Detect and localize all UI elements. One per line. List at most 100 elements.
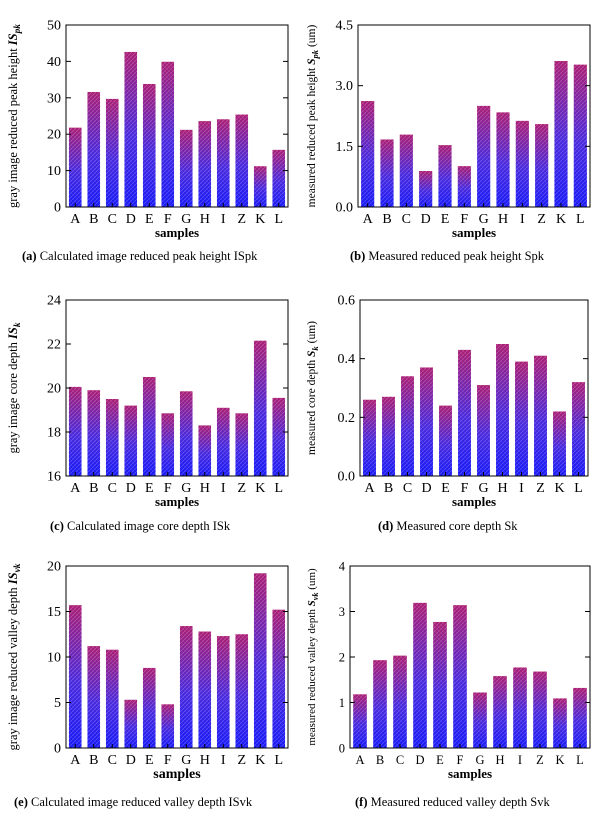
bar-hatch-B <box>87 390 101 476</box>
bar-hatch-F <box>161 61 175 207</box>
x-tick-label-H: H <box>498 212 508 227</box>
x-tick-label-B: B <box>89 212 98 227</box>
bar-hatch-L <box>272 609 286 748</box>
x-tick-label-A: A <box>355 753 364 767</box>
x-tick-label-D: D <box>421 212 431 227</box>
x-tick-label-L: L <box>274 212 283 227</box>
bar-hatch-L <box>573 64 587 207</box>
bar-hatch-A <box>353 694 367 748</box>
bar-hatch-I <box>515 120 529 207</box>
bar-hatch-G <box>477 385 490 476</box>
y-tick-label: 10 <box>47 164 61 179</box>
bar-hatch-A <box>361 101 375 207</box>
x-tick-label-F: F <box>164 212 172 227</box>
x-tick-label-F: F <box>164 481 172 496</box>
bar-hatch-K <box>253 340 267 476</box>
bar-hatch-A <box>68 127 82 207</box>
bar-hatch-Z <box>235 413 249 476</box>
bar-hatch-E <box>142 377 156 476</box>
bar-hatch-G <box>477 105 491 207</box>
bar-hatch-C <box>105 649 119 748</box>
bar-hatch-G <box>179 626 193 748</box>
y-tick-label: 0.4 <box>338 352 356 367</box>
x-tick-label-G: G <box>478 481 488 496</box>
caption-c: (c) Calculated image core depth ISk <box>50 519 230 534</box>
caption-f-text: Measured reduced valley depth Svk <box>367 795 550 809</box>
x-tick-label-L: L <box>576 753 584 767</box>
y-tick-label: 3 <box>339 605 345 619</box>
caption-a: (a) Calculated image reduced peak height… <box>22 249 257 264</box>
bar-hatch-D <box>124 405 138 476</box>
bar-hatch-L <box>272 397 286 476</box>
caption-e: (e) Calculated image reduced valley dept… <box>14 795 252 810</box>
y-tick-label: 22 <box>47 338 61 353</box>
bar-hatch-I <box>513 667 527 748</box>
x-tick-label-C: C <box>402 212 411 227</box>
bar-hatch-E <box>142 83 156 207</box>
caption-b-tag: (b) <box>350 249 366 263</box>
bar-hatch-H <box>493 676 507 748</box>
y-tick-label: 0 <box>54 201 61 216</box>
y-tick-label: 0.0 <box>336 201 354 216</box>
bar-hatch-L <box>573 687 587 748</box>
caption-a-tag: (a) <box>22 249 37 263</box>
y-tick-label: 16 <box>47 470 61 485</box>
x-axis-label: samples <box>153 767 201 782</box>
x-tick-label-B: B <box>384 481 393 496</box>
bar-hatch-K <box>253 166 267 207</box>
y-axis-label: gray image core depth ISk <box>6 322 23 453</box>
plot-frame <box>357 24 591 208</box>
caption-c-text: Calculated image core depth ISk <box>63 519 231 533</box>
bar-hatch-E <box>438 145 452 207</box>
y-tick-label: 0.6 <box>338 294 356 309</box>
x-tick-label-G: G <box>181 212 191 227</box>
x-tick-label-Z: Z <box>237 212 246 227</box>
x-tick-label-H: H <box>200 753 210 768</box>
x-tick-label-L: L <box>576 212 585 227</box>
x-tick-label-I: I <box>221 212 226 227</box>
bar-hatch-A <box>68 605 82 748</box>
y-tick-label: 4.5 <box>336 19 354 34</box>
x-tick-label-L: L <box>274 481 283 496</box>
caption-e-tag: (e) <box>14 795 28 809</box>
y-axis-label: measured reduced peak height Spk (um) <box>306 24 320 207</box>
x-tick-label-K: K <box>555 753 564 767</box>
bar-hatch-H <box>496 344 509 476</box>
x-tick-label-B: B <box>376 753 384 767</box>
y-axis-label: gray image reduced peak height ISpk <box>6 24 23 208</box>
y-tick-label: 0 <box>54 742 61 757</box>
y-tick-label: 50 <box>47 19 61 34</box>
bar-hatch-B <box>87 91 101 207</box>
x-tick-label-I: I <box>518 753 522 767</box>
x-tick-label-H: H <box>495 753 504 767</box>
bar-hatch-Z <box>235 114 249 207</box>
bar-hatch-F <box>457 166 471 207</box>
caption-f-tag: (f) <box>355 795 368 809</box>
y-tick-label: 1 <box>339 696 345 710</box>
caption-c-tag: (c) <box>50 519 64 533</box>
bar-hatch-E <box>433 621 447 748</box>
bar-hatch-Z <box>535 124 549 207</box>
y-tick-label: 1.5 <box>336 140 354 155</box>
x-tick-label-A: A <box>70 481 81 496</box>
bar-hatch-F <box>458 349 471 476</box>
caption-d-tag: (d) <box>378 519 394 533</box>
y-tick-label: 20 <box>47 128 61 143</box>
x-tick-label-A: A <box>70 212 81 227</box>
bar-hatch-L <box>572 382 585 476</box>
bar-hatch-A <box>363 399 376 476</box>
bar-hatch-F <box>161 704 175 748</box>
bar-hatch-K <box>253 573 267 748</box>
bar-hatch-B <box>373 660 387 748</box>
caption-b: (b) Measured reduced peak height Spk <box>350 249 544 264</box>
bar-hatch-B <box>382 396 395 476</box>
bar-hatch-G <box>473 692 487 748</box>
x-tick-label-H: H <box>497 481 507 496</box>
y-tick-label: 15 <box>47 605 61 620</box>
bar-hatch-F <box>453 605 467 748</box>
x-tick-label-E: E <box>145 481 154 496</box>
y-tick-label: 30 <box>47 91 61 106</box>
y-tick-label: 18 <box>47 426 61 441</box>
